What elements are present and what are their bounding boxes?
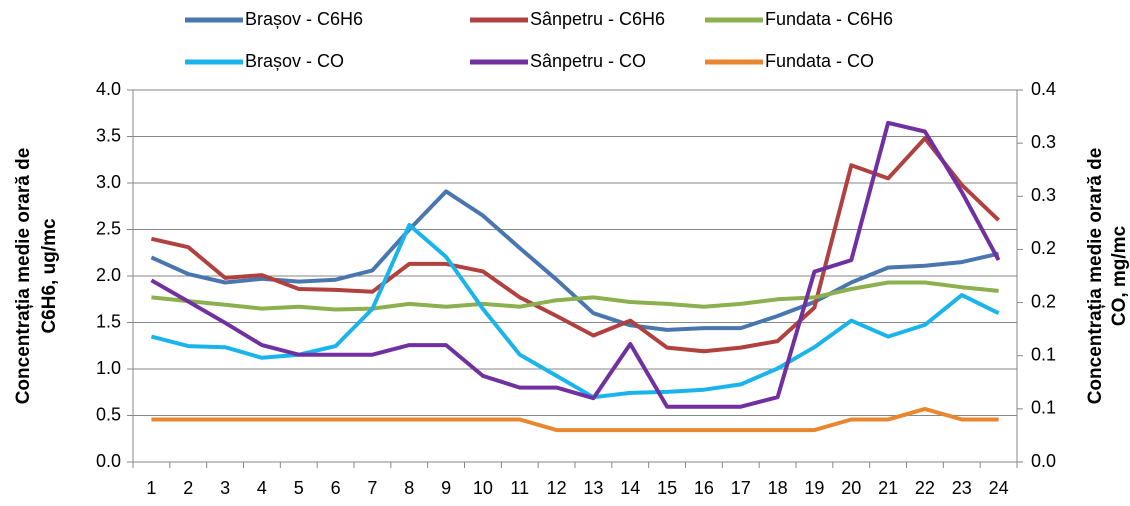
y-tick-label: 1.0 <box>96 358 121 378</box>
y-tick-label: 3.5 <box>96 125 121 145</box>
y-axis-title: C6H6, ug/mc <box>39 218 60 334</box>
y-tick-label: 3.0 <box>96 172 121 192</box>
x-tick-label: 11 <box>510 478 529 498</box>
x-tick-label: 14 <box>620 478 640 498</box>
x-tick-label: 8 <box>404 478 414 498</box>
x-tick-label: 20 <box>841 478 861 498</box>
x-tick-label: 2 <box>183 478 193 498</box>
y2-tick-label: 0.4 <box>1031 79 1056 99</box>
y-tick-label: 2.0 <box>96 265 121 285</box>
x-tick-label: 19 <box>804 478 824 498</box>
x-tick-label: 6 <box>331 478 341 498</box>
y2-tick-label: 0.2 <box>1031 291 1056 311</box>
y-tick-label: 1.5 <box>96 311 121 331</box>
y2-tick-label: 0.0 <box>1031 451 1056 471</box>
series-line <box>151 280 999 312</box>
x-tick-label: 10 <box>473 478 493 498</box>
x-tick-label: 1 <box>146 478 156 498</box>
y2-tick-label: 0.1 <box>1031 398 1056 418</box>
series-line <box>151 406 999 433</box>
x-tick-label: 5 <box>294 478 304 498</box>
y-tick-label: 0.5 <box>96 404 121 424</box>
y2-tick-label: 0.3 <box>1031 185 1056 205</box>
x-tick-label: 12 <box>547 478 567 498</box>
legend-label: Brașov - C6H6 <box>245 9 363 29</box>
y-tick-label: 4.0 <box>96 79 121 99</box>
x-tick-label: 3 <box>220 478 230 498</box>
y2-axis-title: Concentrația medie orară de <box>1085 148 1106 405</box>
series-line <box>150 136 1000 354</box>
y-tick-label: 0.0 <box>96 451 121 471</box>
y2-axis-title: CO, mg/mc <box>1109 225 1130 326</box>
x-tick-label: 16 <box>694 478 714 498</box>
legend-label: Sânpetru - C6H6 <box>530 9 665 29</box>
x-tick-label: 22 <box>915 478 935 498</box>
x-tick-label: 7 <box>367 478 377 498</box>
x-tick-label: 4 <box>257 478 267 498</box>
legend-label: Fundata - C6H6 <box>765 9 893 29</box>
x-tick-label: 9 <box>441 478 451 498</box>
series-line <box>150 189 1000 332</box>
legend-label: Brașov - CO <box>245 51 344 71</box>
x-tick-label: 24 <box>989 478 1009 498</box>
legend-label: Sânpetru - CO <box>530 51 646 71</box>
x-tick-label: 17 <box>731 478 751 498</box>
x-tick-label: 18 <box>768 478 788 498</box>
series-line <box>150 120 1001 409</box>
x-tick-label: 21 <box>878 478 898 498</box>
y2-tick-label: 0.1 <box>1031 344 1056 364</box>
x-tick-label: 15 <box>657 478 677 498</box>
legend-label: Fundata - CO <box>765 51 874 71</box>
x-tick-label: 23 <box>952 478 972 498</box>
series-line <box>150 223 1000 400</box>
y2-tick-label: 0.2 <box>1031 238 1056 258</box>
y-axis-title: Concentrația medie orară de <box>13 148 34 405</box>
y-tick-label: 2.5 <box>96 218 121 238</box>
y2-tick-label: 0.3 <box>1031 132 1056 152</box>
x-tick-label: 13 <box>583 478 603 498</box>
